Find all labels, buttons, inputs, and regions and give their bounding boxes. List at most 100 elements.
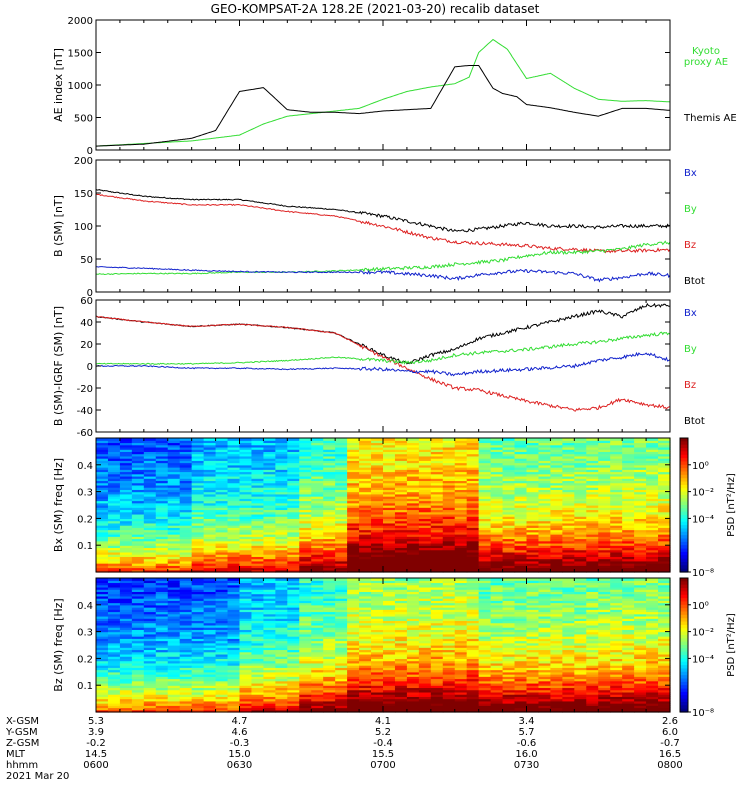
heatmap-cell xyxy=(263,542,276,546)
heatmap-cell xyxy=(167,620,181,624)
heatmap-cell xyxy=(418,647,432,651)
heatmap-cell xyxy=(502,513,516,517)
heatmap-cell xyxy=(215,538,229,542)
heatmap-cell xyxy=(454,493,468,497)
heatmap-cell xyxy=(610,471,623,475)
heatmap-cell xyxy=(251,658,265,662)
heatmap-cell xyxy=(131,682,145,686)
heatmap-cell xyxy=(143,558,157,562)
heatmap-cell xyxy=(215,518,229,522)
heatmap-cell xyxy=(227,627,241,630)
heatmap-cell xyxy=(227,449,241,452)
heatmap-cell xyxy=(526,567,540,571)
heatmap-cell xyxy=(167,505,181,508)
heatmap-cell xyxy=(119,482,133,486)
heatmap-cell xyxy=(514,493,528,497)
heatmap-cell xyxy=(131,565,145,569)
heatmap-cell xyxy=(538,462,552,466)
heatmap-cell xyxy=(371,493,384,497)
heatmap-cell xyxy=(119,467,133,470)
heatmap-cell xyxy=(167,615,181,619)
heatmap-cell xyxy=(406,598,420,601)
heatmap-cell xyxy=(406,547,420,551)
heatmap-cell xyxy=(227,629,241,633)
heatmap-cell xyxy=(383,613,396,617)
heatmap-cell xyxy=(239,633,253,637)
heatmap-cell xyxy=(371,662,384,666)
heatmap-cell xyxy=(191,584,205,588)
heatmap-cell xyxy=(323,547,336,551)
heatmap-cell xyxy=(490,464,504,468)
heatmap-cell xyxy=(287,484,300,488)
heatmap-cell xyxy=(646,556,659,560)
heatmap-cell xyxy=(454,487,468,490)
heatmap-cell xyxy=(359,458,372,461)
heatmap-cell xyxy=(131,451,145,455)
heatmap-cell xyxy=(299,446,312,450)
heatmap-cell xyxy=(251,580,265,584)
heatmap-cell xyxy=(335,709,348,713)
heatmap-cell xyxy=(574,536,587,540)
heatmap-cell xyxy=(119,513,133,517)
heatmap-cell xyxy=(299,647,312,651)
heatmap-cell xyxy=(502,569,516,573)
heatmap-cell xyxy=(251,458,265,461)
heatmap-cell xyxy=(574,444,587,448)
heatmap-cell xyxy=(119,498,133,502)
heatmap-cell xyxy=(299,667,312,671)
heatmap-cell xyxy=(191,496,205,499)
heatmap-cell xyxy=(215,671,229,675)
heatmap-cell xyxy=(323,578,336,581)
heatmap-cell xyxy=(311,462,324,466)
heatmap-cell xyxy=(203,613,217,617)
heatmap-cell xyxy=(143,604,157,608)
heatmap-cell xyxy=(107,449,121,452)
colorbar-tick-label: 10⁰ xyxy=(692,461,709,472)
heatmap-cell xyxy=(359,682,372,686)
heatmap-cell xyxy=(478,482,492,486)
heatmap-cell xyxy=(658,480,671,484)
heatmap-cell xyxy=(311,451,324,455)
heatmap-cell xyxy=(311,624,324,628)
heatmap-cell xyxy=(143,529,157,533)
heatmap-cell xyxy=(610,484,623,488)
heatmap-cell xyxy=(119,584,133,588)
heatmap-cell xyxy=(347,682,360,686)
heatmap-cell xyxy=(155,633,169,637)
heatmap-cell xyxy=(275,598,288,601)
heatmap-cell xyxy=(203,467,217,470)
heatmap-cell xyxy=(526,522,540,526)
heatmap-cell xyxy=(383,538,396,542)
heatmap-cell xyxy=(311,567,324,571)
heatmap-cell xyxy=(311,473,324,477)
heatmap-cell xyxy=(119,674,133,677)
heatmap-cell xyxy=(347,669,360,673)
heatmap-cell xyxy=(418,440,432,444)
heatmap-cell xyxy=(538,542,552,546)
heatmap-cell xyxy=(610,489,623,493)
heatmap-cell xyxy=(131,520,145,524)
heatmap-cell xyxy=(203,586,217,590)
heatmap-cell xyxy=(275,640,288,644)
heatmap-cell xyxy=(239,507,253,511)
heatmap-cell xyxy=(311,671,324,675)
heatmap-cell xyxy=(383,645,396,648)
heatmap-cell xyxy=(574,453,587,457)
heatmap-cell xyxy=(394,491,408,495)
heatmap-cell xyxy=(191,656,205,659)
heatmap-cell xyxy=(646,473,659,477)
heatmap-cell xyxy=(215,563,229,566)
heatmap-cell xyxy=(478,480,492,484)
heatmap-cell xyxy=(191,567,205,571)
heatmap-cell xyxy=(430,645,444,648)
heatmap-cell xyxy=(299,598,312,601)
y-tick-label: 0 xyxy=(87,288,93,299)
heatmap-cell xyxy=(107,602,121,606)
heatmap-cell xyxy=(263,589,276,592)
heatmap-cell xyxy=(359,451,372,455)
heatmap-cell xyxy=(311,580,324,584)
colorbar-segment xyxy=(680,521,688,526)
heatmap-cell xyxy=(299,538,312,542)
heatmap-cell xyxy=(514,444,528,448)
heatmap-cell xyxy=(287,653,300,657)
